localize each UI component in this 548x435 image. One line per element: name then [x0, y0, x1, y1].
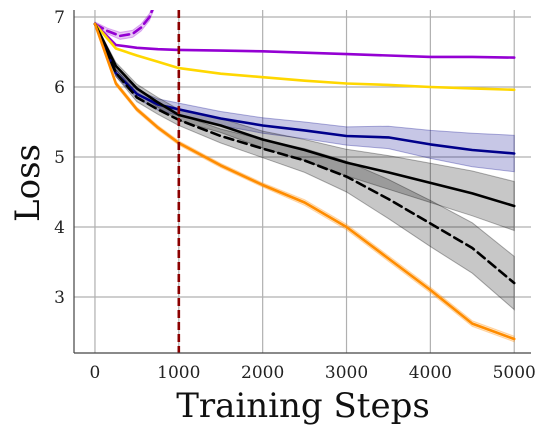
y-tick-label-4: 4: [54, 218, 65, 238]
series-4-line: [93, 22, 516, 208]
x-tick-label-1000: 1000: [157, 363, 200, 383]
series-lines: [93, 10, 516, 341]
y-tick-label-3: 3: [54, 288, 65, 308]
tick-labels: 0 1000 2000 3000 4000 5000 3 4 5 6 7: [54, 8, 536, 383]
y-axis-label: Loss: [8, 144, 48, 222]
x-tick-label-0: 0: [90, 363, 101, 383]
series-1-line: [93, 10, 154, 38]
x-axis-label: Training Steps: [176, 386, 430, 426]
series-3-line: [93, 22, 516, 155]
y-tick-label-5: 5: [54, 148, 65, 168]
y-tick-label-7: 7: [54, 8, 65, 28]
x-tick-label-3000: 3000: [325, 363, 368, 383]
series-0-line: [93, 22, 516, 59]
series-5-line: [93, 22, 516, 285]
series-2-line: [93, 22, 516, 92]
axes: [73, 10, 531, 354]
series-5-band: [94, 22, 515, 311]
y-tick-label-6: 6: [54, 78, 65, 98]
series-6-line: [93, 22, 516, 341]
x-tick-label-5000: 5000: [493, 363, 536, 383]
x-tick-label-4000: 4000: [409, 363, 452, 383]
x-tick-label-2000: 2000: [241, 363, 284, 383]
series-6-band: [94, 22, 515, 343]
